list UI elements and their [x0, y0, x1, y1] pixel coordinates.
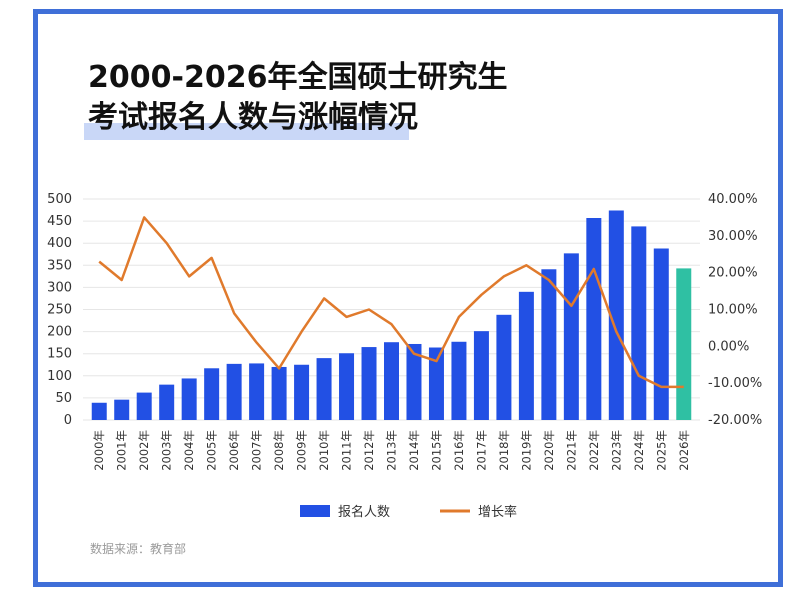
x-tick-label: 2026年: [677, 430, 691, 471]
x-tick-label: 2016年: [452, 430, 466, 471]
growth-rate-line: [98, 216, 684, 389]
x-tick-label: 2013年: [385, 430, 399, 471]
left-tick-label: 150: [47, 347, 72, 362]
bar-2001年: [114, 399, 130, 420]
left-tick-label: 450: [47, 214, 72, 229]
bar-2021年: [563, 253, 579, 420]
bar-2008年: [271, 366, 287, 420]
bar-2019年: [518, 291, 534, 420]
x-tick-label: 2019年: [519, 430, 533, 471]
right-tick-label: 0.00%: [708, 339, 749, 354]
legend-bar-swatch: [300, 505, 330, 517]
x-tick-label: 2003年: [160, 430, 174, 471]
bar-2018年: [496, 314, 512, 420]
x-tick-label: 2022年: [587, 430, 601, 471]
bar-2013年: [384, 342, 399, 420]
chart-title-line-1: 2000-2026年全国硕士研究生: [88, 60, 508, 95]
x-tick-label: 2007年: [250, 430, 264, 471]
bar-2020年: [541, 269, 557, 420]
right-tick-label: -10.00%: [708, 376, 762, 391]
bar-2000年: [91, 402, 107, 420]
bar-2005年: [204, 368, 220, 420]
legend: 报名人数 增长率: [300, 504, 517, 520]
chart-title: 2000-2026年全国硕士研究生 考试报名人数与涨幅情况: [88, 58, 507, 138]
x-tick-label: 2014年: [407, 430, 421, 471]
left-tick-label: 250: [47, 303, 72, 318]
x-tick-label: 2005年: [205, 430, 219, 471]
x-tick-label: 2012年: [362, 430, 376, 471]
left-tick-label: 350: [47, 258, 72, 273]
bar-2002年: [136, 392, 152, 420]
left-tick-label: 50: [55, 391, 72, 406]
bar-series: [91, 210, 692, 420]
left-tick-label: 0: [64, 413, 72, 428]
bar-2014年: [406, 343, 422, 420]
chart-title-line-2: 考试报名人数与涨幅情况: [88, 100, 418, 135]
bar-2016年: [451, 341, 467, 420]
source-note: 数据来源：教育部: [90, 542, 187, 556]
x-tick-label: 2018年: [497, 430, 511, 471]
x-tick-label: 2020年: [542, 430, 556, 471]
legend-line-label: 增长率: [478, 504, 517, 520]
bar-2025年: [653, 248, 669, 420]
left-tick-label: 500: [47, 192, 72, 207]
bar-2010年: [316, 358, 332, 420]
right-tick-label: 10.00%: [708, 303, 758, 318]
bar-2003年: [159, 384, 175, 420]
x-tick-label: 2004年: [182, 430, 196, 471]
x-tick-label: 2011年: [340, 430, 354, 471]
x-tick-label: 2006年: [227, 430, 241, 471]
x-tick-label: 2001年: [115, 430, 129, 471]
bar-2026年: [676, 268, 692, 420]
x-axis: 2000年 2001年 2002年 2003年 2004年 2005年 2006年 2007年…: [92, 430, 691, 471]
right-tick-label: 20.00%: [708, 266, 758, 281]
bar-2022年: [586, 218, 602, 420]
bar-2004年: [181, 378, 197, 420]
bar-2011年: [339, 353, 355, 420]
x-tick-label: 2000年: [92, 430, 106, 471]
x-tick-label: 2021年: [564, 430, 578, 471]
bar-2012年: [361, 347, 377, 420]
x-tick-label: 2025年: [654, 430, 668, 471]
bar-2023年: [608, 210, 624, 420]
right-y-axis: 40.00% 30.00% 20.00% 10.00% 0.00% -10.00% -20.…: [708, 192, 762, 428]
left-tick-label: 100: [47, 369, 72, 384]
x-tick-label: 2009年: [295, 430, 309, 471]
bar-2006年: [226, 363, 242, 420]
bar-2007年: [249, 363, 265, 420]
bar-2015年: [428, 347, 444, 420]
x-tick-label: 2002年: [137, 430, 151, 471]
right-tick-label: 30.00%: [708, 229, 758, 244]
right-tick-label: -20.00%: [708, 413, 762, 428]
x-tick-label: 2010年: [317, 430, 331, 471]
line-series: [98, 216, 684, 389]
left-tick-label: 400: [47, 236, 72, 251]
title-highlight: [84, 123, 409, 140]
x-tick-label: 2008年: [272, 430, 286, 471]
bar-2009年: [294, 364, 310, 420]
bar-2017年: [473, 331, 489, 420]
legend-bar-label: 报名人数: [338, 504, 390, 520]
left-tick-label: 200: [47, 325, 72, 340]
x-tick-label: 2015年: [429, 430, 443, 471]
x-tick-label: 2017年: [474, 430, 488, 471]
bar-2024年: [631, 226, 647, 420]
x-tick-label: 2023年: [609, 430, 623, 471]
left-tick-label: 300: [47, 280, 72, 295]
x-tick-label: 2024年: [632, 430, 646, 471]
right-tick-label: 40.00%: [708, 192, 758, 207]
